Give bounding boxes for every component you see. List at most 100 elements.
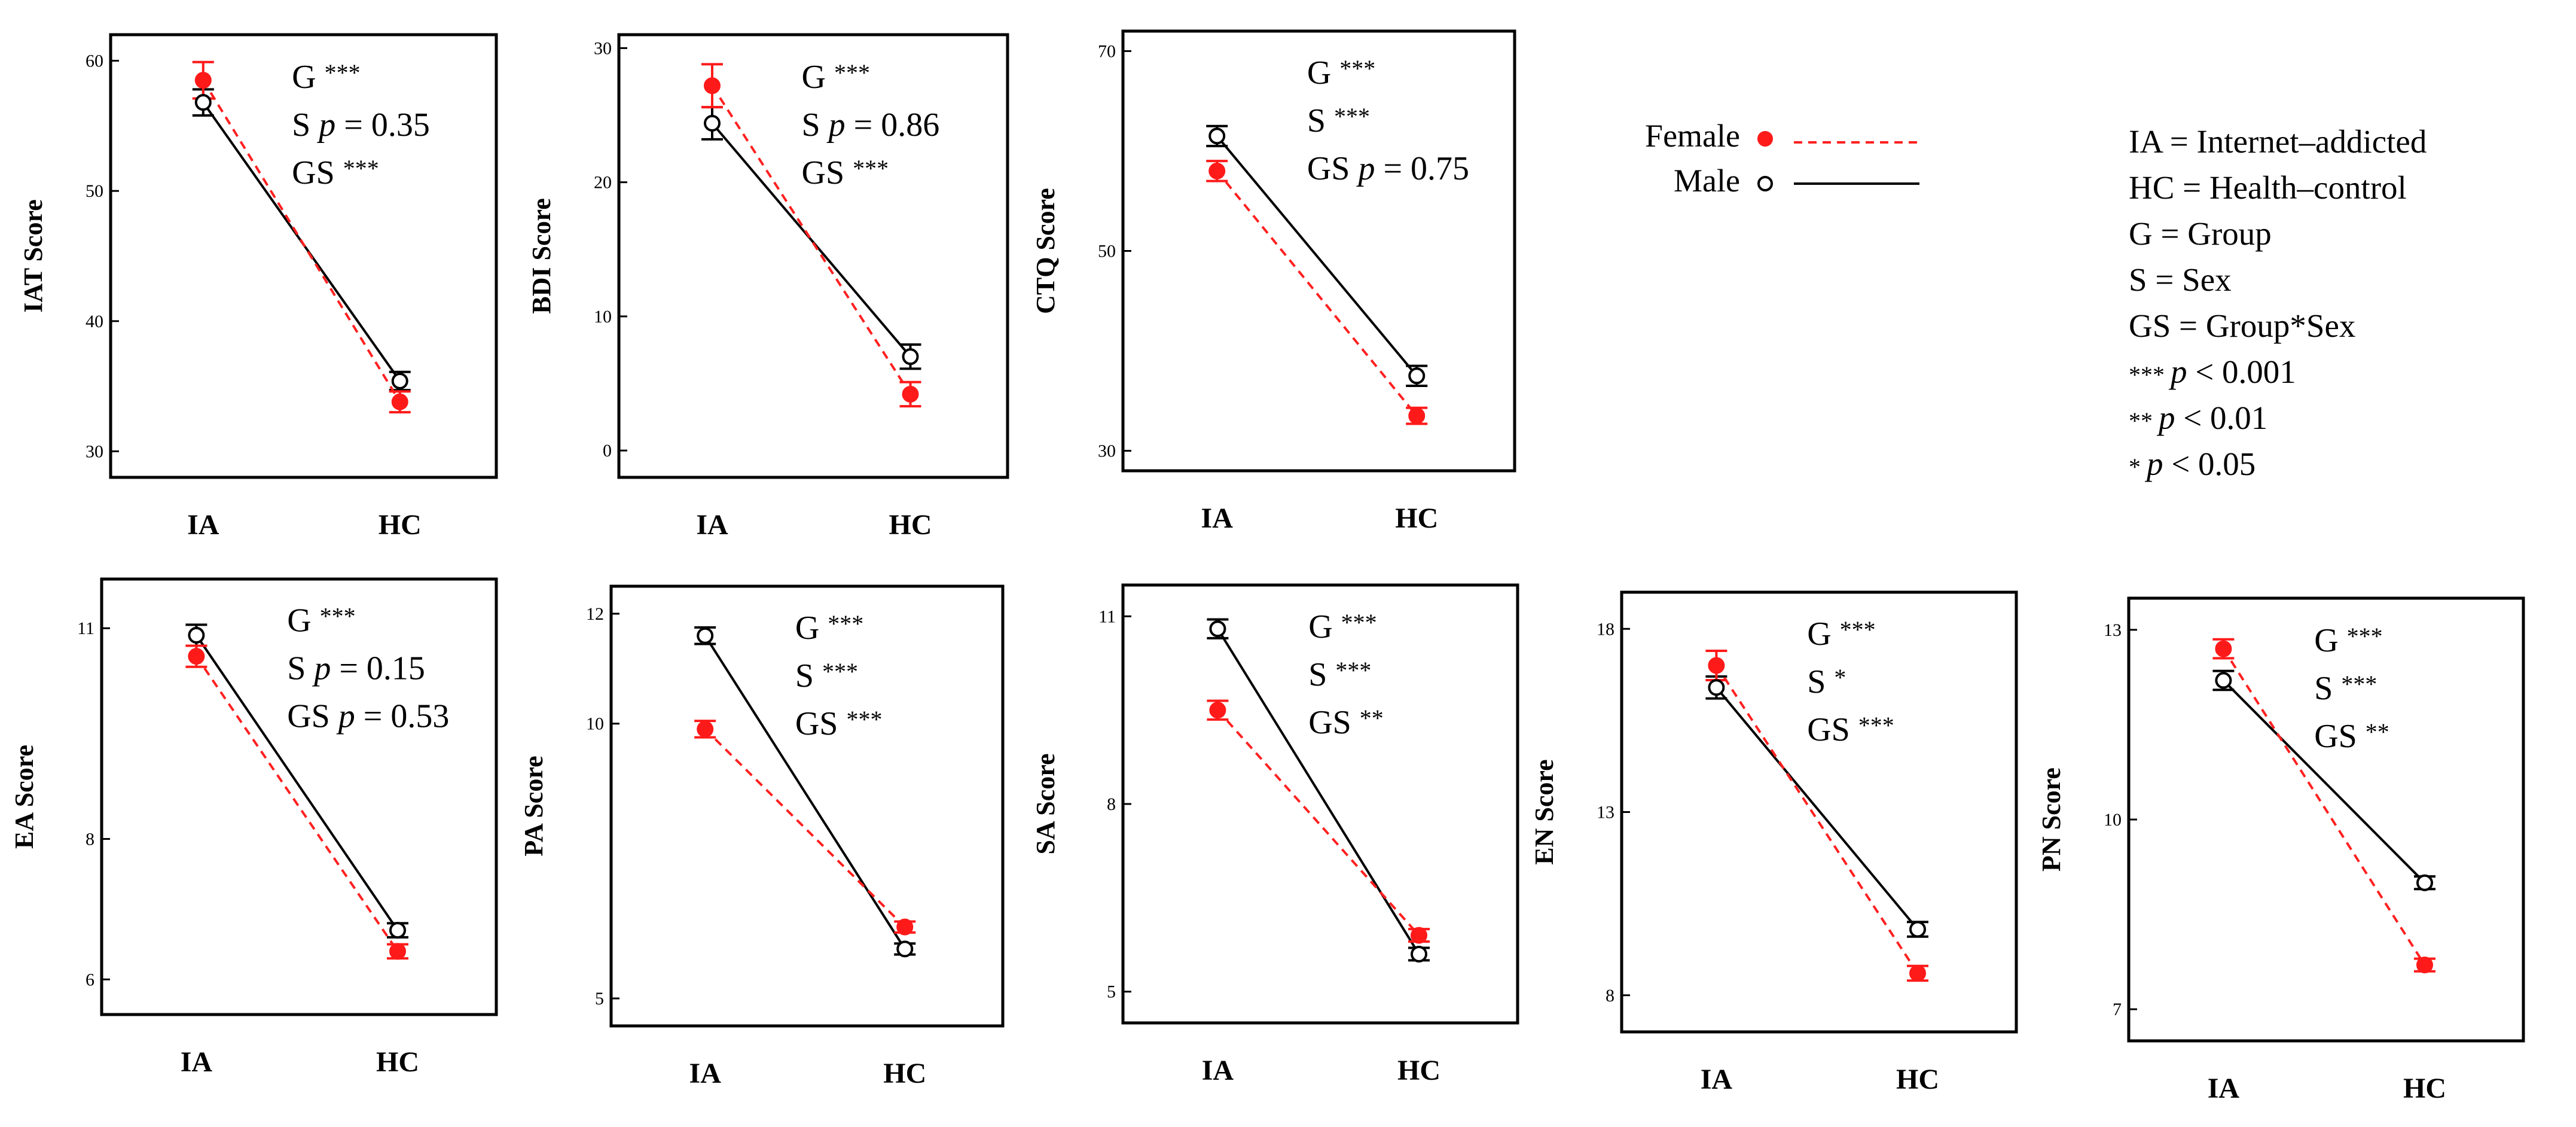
stat-annotation: S *** <box>1307 102 1370 139</box>
y-tick-label: 13 <box>2104 620 2122 640</box>
y-tick-label: 13 <box>1597 803 1614 823</box>
stat-annotation: G *** <box>287 602 355 639</box>
y-tick-label: 8 <box>1606 986 1614 1006</box>
y-tick-label: 50 <box>86 181 103 201</box>
plot-frame <box>1121 29 1516 473</box>
stat-annotation: S p = 0.15 <box>287 650 425 687</box>
stat-annotation: S *** <box>2314 670 2377 707</box>
y-tick-label: 5 <box>1107 982 1116 1002</box>
female-point-hc <box>1408 407 1426 425</box>
key-line: ** p < 0.01 <box>2129 400 2267 436</box>
stat-annotation: S *** <box>1308 656 1371 693</box>
y-tick-label: 10 <box>586 714 604 734</box>
x-tick-label-hc: HC <box>1395 502 1438 534</box>
stat-annotation: S p = 0.86 <box>802 106 940 144</box>
male-point-hc <box>391 372 408 389</box>
female-point-ia <box>2215 640 2232 657</box>
x-tick-label-ia: IA <box>181 1046 213 1078</box>
x-tick-label-hc: HC <box>1397 1055 1440 1086</box>
x-tick-label-hc: HC <box>883 1058 926 1089</box>
x-tick-label-ia: IA <box>1701 1064 1733 1095</box>
key-line: *** p < 0.001 <box>2129 354 2296 390</box>
plot-frame <box>609 584 1005 1028</box>
stat-annotation: GS *** <box>292 154 379 191</box>
y-tick-label: 30 <box>594 38 612 58</box>
legend: Female Male <box>1645 118 1919 199</box>
y-tick-label: 11 <box>1098 607 1116 626</box>
y-tick-label: 8 <box>86 829 94 849</box>
male-point-hc <box>1411 945 1427 962</box>
key-line: GS = Group*Sex <box>2129 307 2355 344</box>
stat-annotation: GS *** <box>795 705 883 742</box>
y-tick-label: 10 <box>2104 810 2122 830</box>
y-tick-label: 5 <box>595 989 604 1009</box>
panel-4: 6 8 11 EA Score IA HC G *** S p = 0.15 GS p = 0.… <box>10 577 498 1078</box>
y-axis-label: PN Score <box>2037 767 2066 872</box>
male-series-line <box>195 634 399 931</box>
panel-8: 7 10 13 PN Score IA HC G *** S *** GS ** <box>2037 596 2525 1104</box>
y-axis-label: PA Score <box>519 756 548 856</box>
y-axis-label: EA Score <box>10 745 39 849</box>
x-tick-label-ia: IA <box>1202 1055 1234 1086</box>
stat-annotation: S p = 0.35 <box>292 106 430 144</box>
x-tick-label-hc: HC <box>2403 1073 2446 1104</box>
y-tick-label: 0 <box>603 441 612 461</box>
stat-annotation: G *** <box>1308 608 1376 645</box>
male-point-hc <box>902 348 919 365</box>
y-tick-label: 10 <box>594 307 612 327</box>
panel-2: 0 10 20 30 BDI Score IA HC G *** S p = 0.86 GS **… <box>527 33 1009 541</box>
key-line: IA = Internet–addicted <box>2129 123 2427 160</box>
x-tick-label-ia: IA <box>689 1058 722 1089</box>
female-point-hc <box>389 943 406 960</box>
female-point-ia <box>697 720 714 738</box>
female-series-line <box>2222 648 2426 966</box>
female-series-line <box>704 728 906 928</box>
male-point-ia <box>697 627 714 644</box>
panel-7: 8 13 18 EN Score IA HC G *** S * GS *** <box>1530 590 2018 1095</box>
legend-female-label: Female <box>1645 118 1740 154</box>
female-series-line <box>195 656 399 952</box>
key-line: S = Sex <box>2129 261 2232 298</box>
y-tick-label: 40 <box>86 312 103 331</box>
stat-annotation: GS ** <box>2314 718 2389 755</box>
female-series-line <box>711 85 912 395</box>
x-tick-label-ia: IA <box>2208 1073 2240 1104</box>
female-point-ia <box>1209 702 1226 719</box>
panel-6: 5 8 11 SA Score IA HC G *** S *** GS ** <box>1031 583 1519 1086</box>
panel-3: 30 50 70 CTQ Score IA HC G *** S *** GS p = 0.75 <box>1031 29 1516 534</box>
plot-frame <box>2127 596 2525 1043</box>
female-point-ia <box>194 72 212 89</box>
female-point-ia <box>1708 657 1725 674</box>
legend-male-marker <box>1757 176 1773 191</box>
stat-annotation: G *** <box>1307 54 1375 92</box>
legend-male-label: Male <box>1674 163 1740 199</box>
female-point-hc <box>902 385 919 403</box>
male-point-ia <box>1208 127 1226 145</box>
male-point-ia <box>1708 679 1725 696</box>
male-series-line <box>1715 686 1919 930</box>
x-tick-label-hc: HC <box>376 1046 419 1078</box>
panel-5: 5 10 12 PA Score IA HC G *** S *** GS *** <box>519 584 1005 1089</box>
stat-annotation: S * <box>1807 663 1846 700</box>
male-point-hc <box>1408 367 1426 385</box>
male-point-ia <box>2215 672 2232 689</box>
female-point-ia <box>704 77 721 95</box>
y-axis-label: CTQ Score <box>1031 188 1060 314</box>
abbreviation-key: IA = Internet–addicted HC = Health–contro… <box>2129 123 2427 482</box>
female-point-hc <box>391 393 408 410</box>
x-tick-label-ia: IA <box>187 509 219 541</box>
stat-annotation: G *** <box>802 59 870 96</box>
male-point-ia <box>704 115 721 132</box>
key-line: HC = Health–control <box>2129 169 2407 206</box>
female-point-hc <box>896 918 914 936</box>
legend-female-marker <box>1757 131 1773 147</box>
y-tick-label: 18 <box>1597 619 1614 639</box>
female-point-hc <box>1909 965 1926 982</box>
male-point-ia <box>1209 620 1226 638</box>
y-tick-label: 7 <box>2113 1000 2122 1019</box>
female-point-hc <box>1411 927 1427 944</box>
key-line: * p < 0.05 <box>2129 446 2255 482</box>
y-tick-label: 8 <box>1107 794 1116 814</box>
plot-frame <box>109 33 498 479</box>
